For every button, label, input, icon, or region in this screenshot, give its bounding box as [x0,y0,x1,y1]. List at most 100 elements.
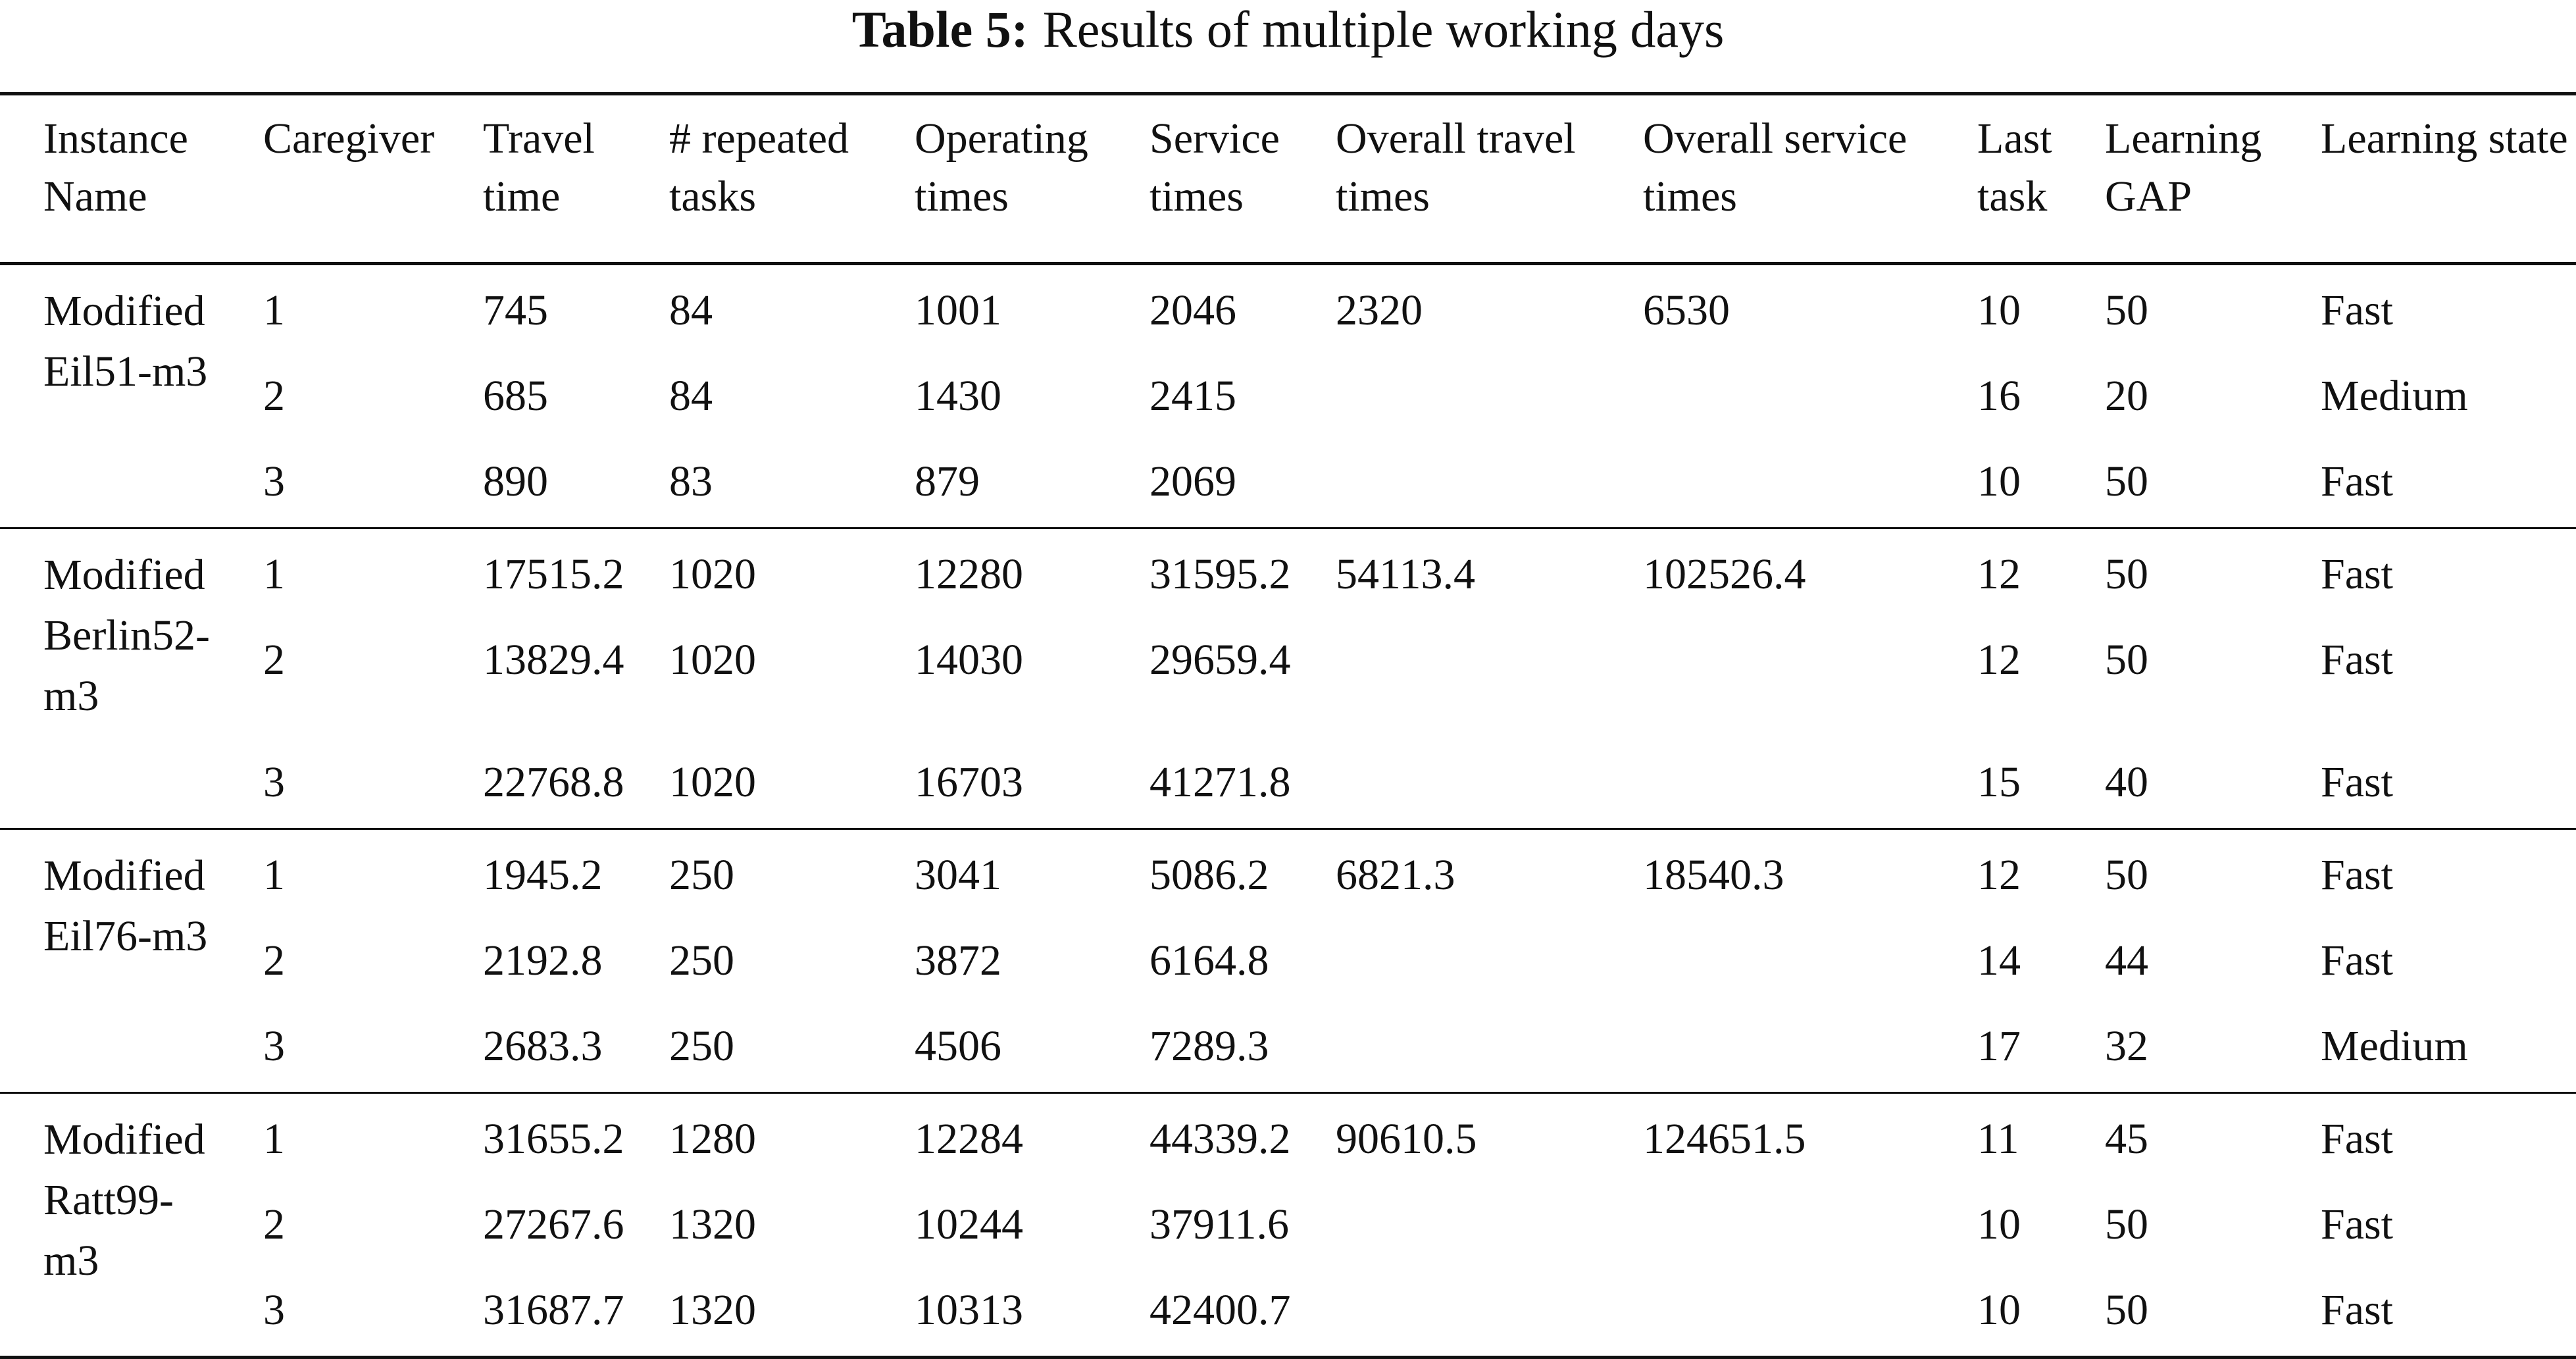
table-row: Modified Eil51-m3 1 745 84 1001 2046 232… [0,264,2576,357]
instance-name: Modified Ratt99-m3 [0,1093,220,1358]
service-times-cell: 41271.8 [1106,742,1292,829]
learning-state-cell: Fast [2277,1185,2576,1270]
learning-gap-cell: 50 [2061,620,2277,742]
instance-group: Modified Berlin52-m3 1 17515.2 1020 1228… [0,528,2576,829]
repeated-tasks-cell: 84 [626,264,871,357]
repeated-tasks-cell: 250 [626,1006,871,1093]
learning-state-cell: Medium [2277,1006,2576,1093]
overall-service-cell: 18540.3 [1600,829,1934,1093]
operating-times-cell: 12280 [871,528,1106,621]
travel-time-cell: 22768.8 [440,742,626,829]
learning-gap-cell: 45 [2061,1093,2277,1185]
travel-time-cell: 2192.8 [440,921,626,1006]
learning-state-cell: Fast [2277,528,2576,621]
last-task-cell: 10 [1934,264,2061,357]
learning-gap-cell: 50 [2061,1270,2277,1358]
learning-gap-cell: 32 [2061,1006,2277,1093]
instance-group: Modified Ratt99-m3 1 31655.2 1280 12284 … [0,1093,2576,1358]
service-times-cell: 42400.7 [1106,1270,1292,1358]
operating-times-cell: 3041 [871,829,1106,921]
overall-travel-cell: 6821.3 [1292,829,1600,1093]
caregiver-cell: 2 [220,620,440,742]
service-times-cell: 37911.6 [1106,1185,1292,1270]
travel-time-cell: 1945.2 [440,829,626,921]
instance-name: Modified Eil76-m3 [0,829,220,1093]
overall-service-cell: 6530 [1600,264,1934,528]
learning-gap-cell: 50 [2061,528,2277,621]
last-task-cell: 12 [1934,528,2061,621]
column-header: Overall travel times [1292,94,1600,264]
service-times-cell: 31595.2 [1106,528,1292,621]
learning-state-cell: Fast [2277,1270,2576,1358]
learning-gap-cell: 40 [2061,742,2277,829]
learning-state-cell: Fast [2277,264,2576,357]
learning-state-cell: Fast [2277,742,2576,829]
table-row: 3 31687.7 1320 10313 42400.7 10 50 Fast [0,1270,2576,1358]
caregiver-cell: 3 [220,442,440,528]
column-header: Operating times [871,94,1106,264]
column-header: Overall service times [1600,94,1934,264]
service-times-cell: 44339.2 [1106,1093,1292,1185]
last-task-cell: 12 [1934,620,2061,742]
table-row: Modified Ratt99-m3 1 31655.2 1280 12284 … [0,1093,2576,1185]
learning-state-cell: Fast [2277,1093,2576,1185]
travel-time-cell: 685 [440,356,626,442]
instance-name: Modified Eil51-m3 [0,264,220,528]
service-times-cell: 6164.8 [1106,921,1292,1006]
operating-times-cell: 14030 [871,620,1106,742]
operating-times-cell: 879 [871,442,1106,528]
learning-gap-cell: 50 [2061,829,2277,921]
results-table: Instance Name Caregiver Travel time # re… [0,92,2576,1359]
repeated-tasks-cell: 84 [626,356,871,442]
table-row: 3 890 83 879 2069 10 50 Fast [0,442,2576,528]
overall-travel-cell: 90610.5 [1292,1093,1600,1358]
instance-group: Modified Eil76-m3 1 1945.2 250 3041 5086… [0,829,2576,1093]
learning-gap-cell: 20 [2061,356,2277,442]
service-times-cell: 5086.2 [1106,829,1292,921]
caregiver-cell: 1 [220,1093,440,1185]
table-label: Table 5: [852,1,1028,58]
travel-time-cell: 31687.7 [440,1270,626,1358]
last-task-cell: 10 [1934,442,2061,528]
table-row: Modified Berlin52-m3 1 17515.2 1020 1228… [0,528,2576,621]
travel-time-cell: 745 [440,264,626,357]
last-task-cell: 14 [1934,921,2061,1006]
repeated-tasks-cell: 1320 [626,1185,871,1270]
table-row: 2 13829.4 1020 14030 29659.4 12 50 Fast [0,620,2576,742]
overall-travel-cell: 2320 [1292,264,1600,528]
table-row: 3 22768.8 1020 16703 41271.8 15 40 Fast [0,742,2576,829]
table-caption: Table 5: Results of multiple working days [0,0,2576,86]
caregiver-cell: 1 [220,829,440,921]
travel-time-cell: 17515.2 [440,528,626,621]
travel-time-cell: 13829.4 [440,620,626,742]
column-header: Instance Name [0,94,220,264]
travel-time-cell: 890 [440,442,626,528]
column-header: Learning state [2277,94,2576,264]
operating-times-cell: 10313 [871,1270,1106,1358]
operating-times-cell: 3872 [871,921,1106,1006]
operating-times-cell: 16703 [871,742,1106,829]
column-header: Caregiver [220,94,440,264]
travel-time-cell: 31655.2 [440,1093,626,1185]
repeated-tasks-cell: 83 [626,442,871,528]
caregiver-cell: 1 [220,264,440,357]
table-title: Results of multiple working days [1043,1,1725,58]
learning-state-cell: Fast [2277,620,2576,742]
service-times-cell: 2046 [1106,264,1292,357]
caregiver-cell: 3 [220,1006,440,1093]
instance-name: Modified Berlin52-m3 [0,528,220,829]
last-task-cell: 17 [1934,1006,2061,1093]
document-page: Table 5: Results of multiple working days… [0,0,2576,1229]
operating-times-cell: 1001 [871,264,1106,357]
column-header: Service times [1106,94,1292,264]
table-row: 3 2683.3 250 4506 7289.3 17 32 Medium [0,1006,2576,1093]
learning-state-cell: Fast [2277,921,2576,1006]
caregiver-cell: 2 [220,1185,440,1270]
table-row: 2 27267.6 1320 10244 37911.6 10 50 Fast [0,1185,2576,1270]
learning-gap-cell: 50 [2061,1185,2277,1270]
caregiver-cell: 2 [220,356,440,442]
learning-gap-cell: 50 [2061,442,2277,528]
caregiver-cell: 3 [220,1270,440,1358]
operating-times-cell: 10244 [871,1185,1106,1270]
learning-gap-cell: 44 [2061,921,2277,1006]
